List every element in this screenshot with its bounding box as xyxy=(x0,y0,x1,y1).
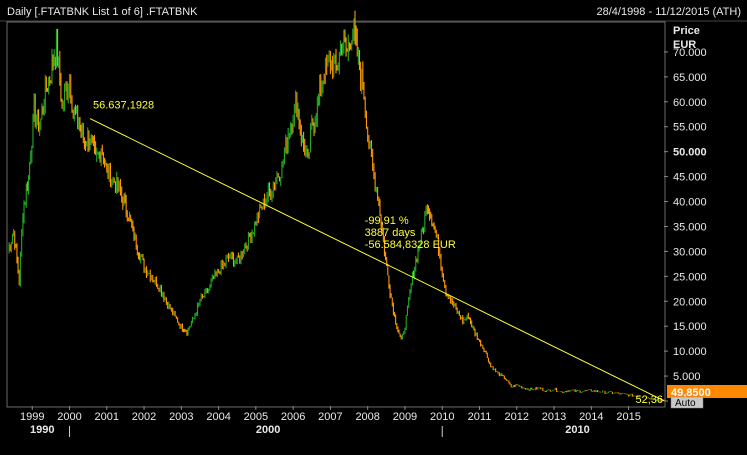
y-tick-label-4: 20.000 xyxy=(673,296,707,308)
last-price-value: 49,8500 xyxy=(671,387,711,399)
chart-title: Daily [.FTATBNK List 1 of 6] .FTATBNK xyxy=(7,6,198,18)
x-tick-label-1: 2000 xyxy=(57,411,81,423)
price-series xyxy=(8,10,665,402)
decade-label-2: 2010 xyxy=(565,424,589,436)
trendline-days: 3887 days xyxy=(365,227,416,239)
y-tick-label-9: 45.000 xyxy=(673,172,707,184)
y-tick-label-13: 65.000 xyxy=(673,72,707,84)
header-divider xyxy=(0,20,747,22)
x-tick-label-9: 2008 xyxy=(355,411,379,423)
y-tick-label-10: 50.000 xyxy=(673,147,707,159)
x-tick-label-8: 2007 xyxy=(318,411,342,423)
trendline-start-value: 56.637,1928 xyxy=(93,100,154,112)
auto-scale-button[interactable]: Auto xyxy=(670,396,704,409)
x-tick-label-4: 2003 xyxy=(169,411,193,423)
x-tick-label-16: 2015 xyxy=(616,411,640,423)
x-tick-label-12: 2011 xyxy=(468,411,492,423)
decade-label-1: 2000 xyxy=(256,424,280,436)
x-tick-label-6: 2005 xyxy=(244,411,268,423)
y-tick-label-3: 15.000 xyxy=(673,321,707,333)
auto-scale-label: Auto xyxy=(675,398,696,409)
x-tick-label-2: 2001 xyxy=(95,411,119,423)
trendline-end-value: 52,36 xyxy=(635,394,663,406)
y-tick-label-12: 60.000 xyxy=(673,97,707,109)
y-tick-label-5: 25.000 xyxy=(673,271,707,283)
x-tick-label-11: 2010 xyxy=(430,411,454,423)
y-tick-label-6: 30.000 xyxy=(673,246,707,258)
y-tick-label-7: 35.000 xyxy=(673,221,707,233)
y-tick-label-14: 70.000 xyxy=(673,47,707,59)
y-tick-label-2: 10.000 xyxy=(673,346,707,358)
x-tick-label-3: 2002 xyxy=(132,411,156,423)
plot-frame xyxy=(6,21,666,408)
y-tick-label-8: 40.000 xyxy=(673,197,707,209)
y-tick-label-11: 55.000 xyxy=(673,122,707,134)
x-tick-label-10: 2009 xyxy=(393,411,417,423)
x-tick-label-7: 2006 xyxy=(281,411,305,423)
y-axis-label: Price xyxy=(673,25,700,37)
x-tick-label-15: 2014 xyxy=(579,411,603,423)
x-tick-label-14: 2013 xyxy=(542,411,566,423)
date-range: 28/4/1998 - 11/12/2015 (ATH) xyxy=(596,6,741,18)
trendline[interactable] xyxy=(89,118,665,402)
x-axis-ticks: 1999 2000 2001 2002 2003 2004 2005 2006 2007 2008… xyxy=(20,406,641,423)
y-axis-unit: EUR xyxy=(673,39,696,51)
x-tick-label-13: 2012 xyxy=(505,411,529,423)
last-price-label: 49,8500 xyxy=(667,385,747,399)
trendline-abs-change: -56.584,8328 EUR xyxy=(365,239,456,251)
decade-label-0: 1990 xyxy=(30,424,54,436)
x-tick-label-5: 2004 xyxy=(206,411,230,423)
x-axis-decades: 1990 2000 2010 xyxy=(30,424,590,437)
y-tick-label-1: 5.000 xyxy=(673,371,701,383)
trendline-pct-change: -99,91 % xyxy=(365,215,409,227)
x-tick-label-0: 1999 xyxy=(20,411,44,423)
